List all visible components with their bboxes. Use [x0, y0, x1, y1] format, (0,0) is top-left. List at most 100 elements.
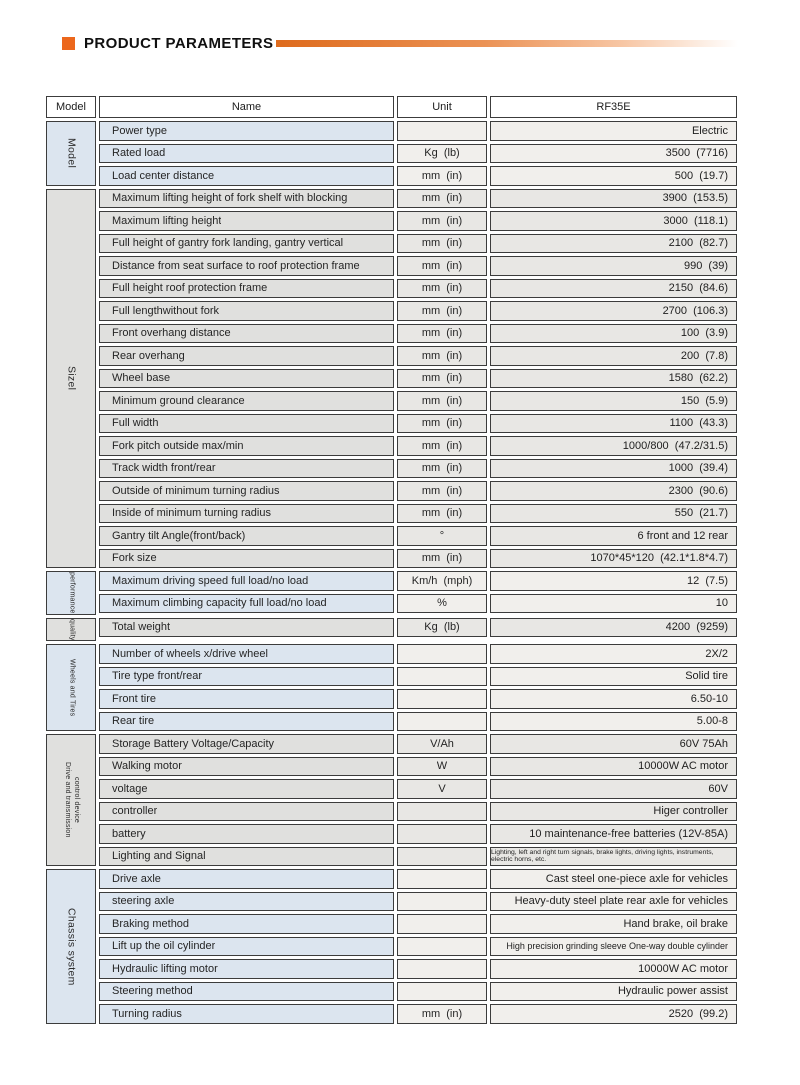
param-name-cell-text: Total weight [112, 621, 171, 634]
section-label: performance [68, 572, 76, 614]
param-value-cell: 990 (39) [490, 256, 737, 276]
param-unit-cell: ° [397, 526, 487, 546]
param-value-cell-text: 2300 (90.6) [668, 484, 728, 497]
param-name-cell-text: Track width front/rear [112, 462, 216, 475]
param-name-cell: controller [99, 801, 394, 822]
param-name-cell-text: Load center distance [112, 169, 215, 182]
param-name-cell: Power type [99, 121, 394, 141]
param-value-cell: 6 front and 12 rear [490, 526, 737, 546]
table-row: Front overhang distance mm (in) 100 (3.9) [99, 323, 737, 343]
param-unit-cell [397, 711, 487, 732]
param-value-cell-text: 2700 (106.3) [662, 304, 728, 317]
table-row: Steering method Hydraulic power assist [99, 981, 737, 1002]
param-name-cell-text: Inside of minimum turning radius [112, 507, 271, 520]
param-name-cell-text: Wheel base [112, 372, 171, 385]
table-row: Maximum lifting height mm (in) 3000 (118.1… [99, 211, 737, 231]
table-section: Drive and transmission control device Sto… [46, 734, 737, 867]
param-name-cell-text: Steering method [112, 985, 193, 998]
param-name-cell: Lighting and Signal [99, 846, 394, 867]
param-name-cell-text: Turning radius [112, 1007, 182, 1020]
param-unit-cell [397, 936, 487, 957]
param-unit-cell-text: mm (in) [421, 327, 463, 340]
param-value-cell-text: 60V [708, 782, 728, 795]
param-value-cell-text: 1580 (62.2) [668, 372, 728, 385]
table-row: Full lengthwithout fork mm (in) 2700 (106.… [99, 301, 737, 321]
section-rows: Maximum driving speed full load/no load K… [99, 571, 737, 615]
param-name-cell: Wheel base [99, 368, 394, 388]
section-label: Model [65, 138, 78, 169]
param-value-cell-text: Lighting, left and right turn signals, b… [491, 849, 716, 864]
param-name-cell-text: Distance from seat surface to roof prote… [112, 259, 360, 272]
param-unit-cell-text: W [436, 760, 448, 773]
table-row: Load center distance mm (in) 500 (19.7) [99, 166, 737, 186]
param-name-cell-text: Maximum lifting height [112, 214, 222, 227]
param-value-cell: High precision grinding sleeve One-way d… [490, 936, 737, 957]
param-name-cell-text: Minimum ground clearance [112, 394, 245, 407]
table-section: Chassis system Drive axle Cast steel one-p… [46, 869, 737, 1024]
table-row: Inside of minimum turning radius mm (in) 5… [99, 503, 737, 523]
param-value-cell-text: 200 (7.8) [680, 349, 728, 362]
param-unit-cell: Km/h (mph) [397, 571, 487, 591]
param-name-cell-text: Lighting and Signal [112, 850, 206, 863]
param-unit-cell-text: V [438, 782, 446, 795]
param-name-cell: battery [99, 824, 394, 844]
param-unit-cell-text: mm (in) [421, 507, 463, 520]
param-unit-cell-text: V/Ah [430, 737, 454, 750]
param-unit-cell: mm (in) [397, 256, 487, 276]
param-name-cell: Full lengthwithout fork [99, 301, 394, 321]
param-name-cell: Fork pitch outside max/min [99, 436, 394, 456]
param-unit-cell: mm (in) [397, 188, 487, 208]
param-value-cell: 3900 (153.5) [490, 188, 737, 208]
table-row: Full width mm (in) 1100 (43.3) [99, 413, 737, 433]
param-unit-cell [397, 846, 487, 867]
table-row: Total weight Kg (lb) 4200 (9259) [99, 617, 737, 637]
param-value-cell: 1580 (62.2) [490, 368, 737, 388]
table-row: voltage V 60V [99, 779, 737, 799]
param-unit-cell [397, 801, 487, 822]
header-cell-unit: Unit [397, 96, 487, 118]
section-group-cell: Wheels and Tires [46, 644, 96, 732]
section-label: Sizel [65, 366, 78, 391]
table-row: Turning radius mm (in) 2520 (99.2) [99, 1004, 737, 1024]
param-value-cell-text: Heavy-duty steel plate rear axle for veh… [514, 895, 728, 908]
param-name-cell-text: Maximum driving speed full load/no load [112, 574, 309, 587]
param-value-cell-text: 1100 (43.3) [669, 417, 728, 430]
param-name-cell: Rear overhang [99, 346, 394, 366]
param-value-cell-text: Hydraulic power assist [617, 985, 728, 998]
param-value-cell: 2X/2 [490, 644, 737, 664]
param-value-cell: 10000W AC motor [490, 756, 737, 777]
param-unit-cell-text: mm (in) [421, 214, 463, 227]
table-row: Maximum driving speed full load/no load K… [99, 571, 737, 591]
param-name-cell: Full height roof protection frame [99, 278, 394, 298]
param-name-cell: Inside of minimum turning radius [99, 503, 394, 523]
param-value-cell: 3500 (7716) [490, 143, 737, 163]
section-label: Drive and transmission control device [64, 762, 80, 838]
table-header-row: Model Name Unit RF35E [46, 96, 737, 118]
title-accent-line [276, 40, 738, 47]
param-unit-cell: mm (in) [397, 413, 487, 433]
param-unit-cell-text: Km/h (mph) [411, 574, 473, 587]
table-row: Hydraulic lifting motor 10000W AC motor [99, 959, 737, 979]
param-value-cell-text: 10 maintenance-free batteries (12V-85A) [529, 827, 728, 840]
param-unit-cell: V/Ah [397, 734, 487, 754]
param-unit-cell: mm (in) [397, 166, 487, 186]
param-unit-cell-text: mm (in) [421, 237, 463, 250]
section-title-bar: PRODUCT PARAMETERS [62, 35, 738, 52]
param-value-cell: 100 (3.9) [490, 323, 737, 343]
param-name-cell: Storage Battery Voltage/Capacity [99, 734, 394, 754]
section-rows: Drive axle Cast steel one-piece axle for … [99, 869, 737, 1024]
header-cell-name: Name [99, 96, 394, 118]
param-value-cell: 1000/800 (47.2/31.5) [490, 436, 737, 456]
table-section: Sizel Maximum lifting height of fork shel… [46, 188, 737, 568]
table-row: Full height roof protection frame mm (in)… [99, 278, 737, 298]
param-unit-cell-text: mm (in) [421, 192, 463, 205]
param-value-cell-text: 2100 (82.7) [668, 237, 728, 250]
section-label: Chassis system [65, 907, 78, 986]
param-value-cell-text: 5.00-8 [696, 715, 728, 728]
section-group-cell: performance [46, 571, 96, 615]
table-row: Full height of gantry fork landing, gant… [99, 233, 737, 253]
param-name-cell-text: Drive axle [112, 872, 161, 885]
table-row: Storage Battery Voltage/Capacity V/Ah 60V … [99, 734, 737, 754]
param-unit-cell [397, 981, 487, 1002]
param-value-cell: Solid tire [490, 666, 737, 687]
